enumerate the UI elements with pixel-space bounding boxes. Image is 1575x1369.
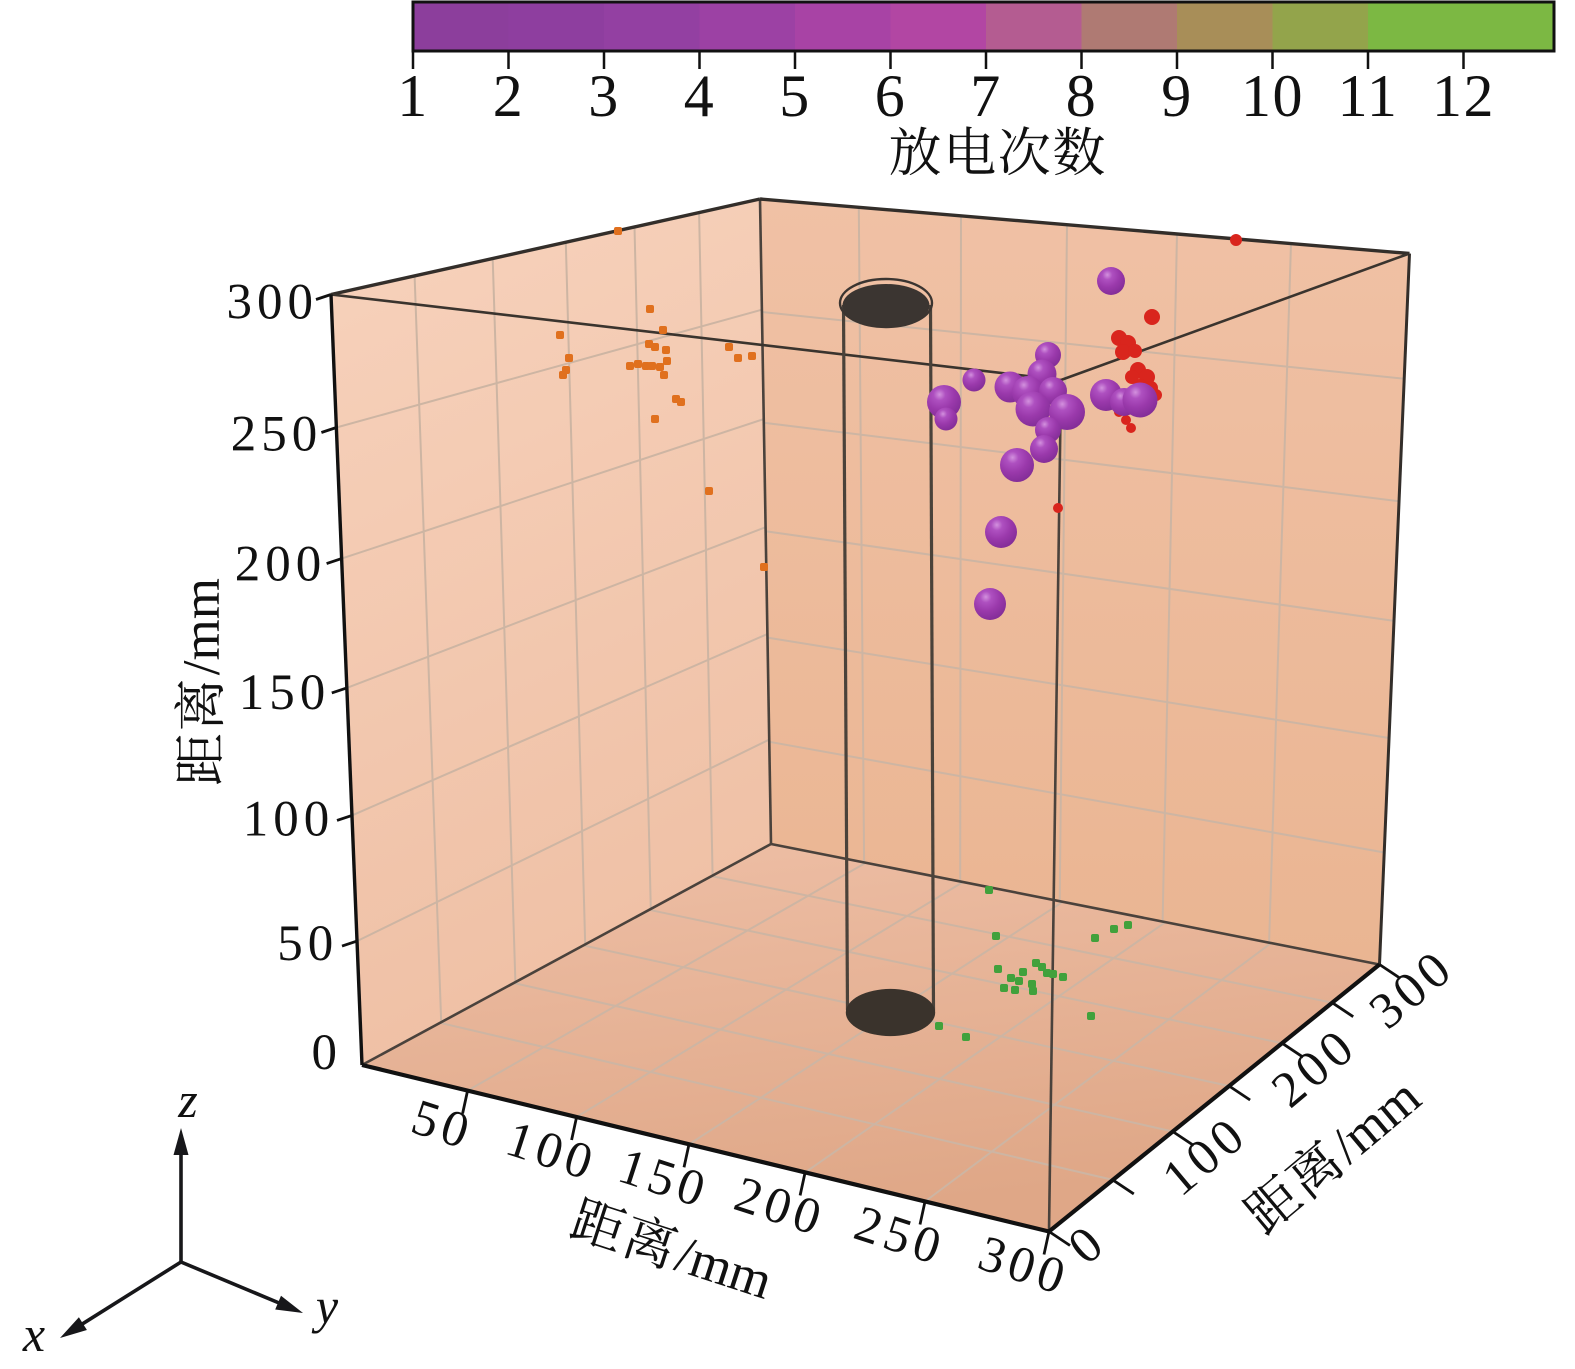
svg-text:1: 1 xyxy=(397,63,429,129)
svg-text:/mm: /mm xyxy=(173,578,231,675)
svg-text:3: 3 xyxy=(588,63,620,129)
svg-text:11: 11 xyxy=(1338,63,1399,129)
svg-text:50: 50 xyxy=(277,916,338,972)
svg-text:z: z xyxy=(177,1072,197,1128)
svg-text:250: 250 xyxy=(848,1196,952,1278)
svg-text:6: 6 xyxy=(875,63,907,129)
svg-text:50: 50 xyxy=(405,1089,480,1161)
svg-text:4: 4 xyxy=(684,63,716,129)
svg-text:150: 150 xyxy=(239,665,331,721)
svg-text:10: 10 xyxy=(1241,63,1304,129)
svg-text:200: 200 xyxy=(235,537,327,593)
svg-text:9: 9 xyxy=(1161,63,1193,129)
svg-text:2: 2 xyxy=(493,63,525,129)
svg-text:5: 5 xyxy=(779,63,811,129)
svg-text:8: 8 xyxy=(1066,63,1098,129)
svg-text:300: 300 xyxy=(227,275,319,331)
svg-text:250: 250 xyxy=(231,407,323,463)
svg-text:150: 150 xyxy=(612,1138,716,1220)
svg-text:100: 100 xyxy=(243,791,335,847)
svg-text:y: y xyxy=(311,1278,339,1334)
svg-text:x: x xyxy=(22,1306,45,1362)
svg-text:7: 7 xyxy=(970,63,1002,129)
svg-text:12: 12 xyxy=(1432,63,1495,129)
svg-text:200: 200 xyxy=(728,1166,832,1248)
svg-text:0: 0 xyxy=(312,1025,343,1081)
svg-text:100: 100 xyxy=(499,1111,603,1193)
svg-text:/mm: /mm xyxy=(669,1225,779,1310)
